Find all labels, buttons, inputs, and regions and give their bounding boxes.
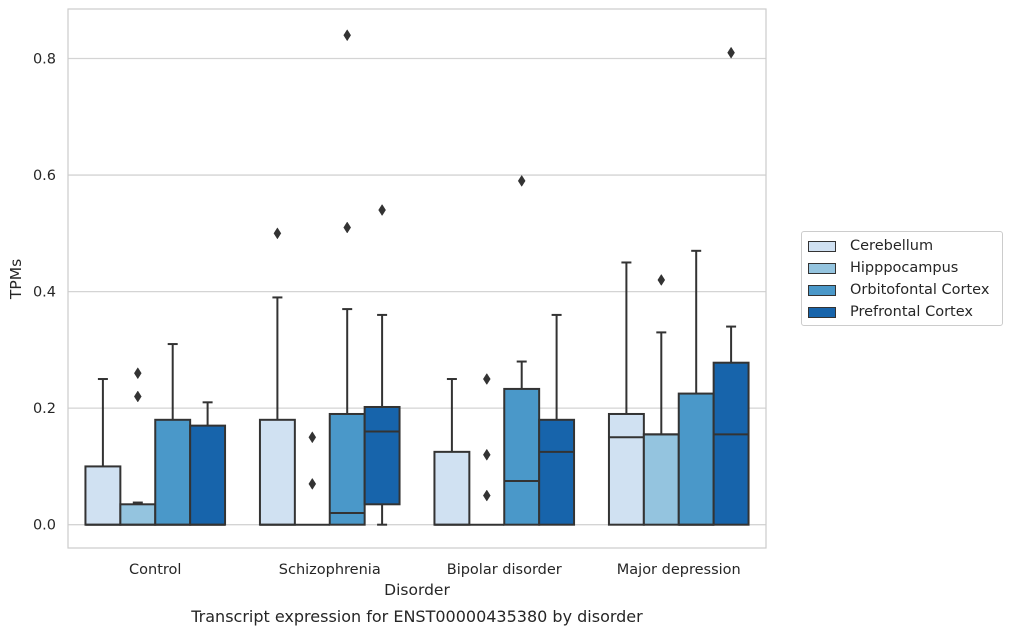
- box-orbitofontal-cortex-bipolar-disorder-outlier: [517, 174, 526, 187]
- y-tick-label: 0.0: [33, 518, 56, 534]
- box-cerebellum-control-body: [84, 465, 122, 526]
- box-hipppocampus-control-body: [119, 503, 157, 526]
- box-prefrontal-cortex-major-depression: [712, 46, 750, 526]
- x-axis-label: Disorder: [384, 581, 450, 599]
- legend-label-orbitofrontal: Orbitofontal Cortex: [850, 282, 990, 298]
- box-prefrontal-cortex-schizophrenia: [363, 204, 401, 526]
- plot-frame: [67, 8, 767, 549]
- box-cerebellum-schizophrenia-outlier: [273, 227, 282, 240]
- legend-item-cerebellum: Cerebellum: [808, 237, 933, 255]
- y-tick-label: 0.2: [33, 401, 56, 417]
- box-hipppocampus-major-depression-body: [642, 433, 680, 526]
- legend-label-prefrontal: Prefrontal Cortex: [850, 304, 973, 320]
- box-orbitofontal-cortex-major-depression: [677, 249, 715, 526]
- box-orbitofontal-cortex-major-depression-body: [677, 392, 715, 526]
- box-prefrontal-cortex-bipolar-disorder-body: [538, 418, 576, 526]
- y-tick-label: 0.4: [33, 285, 56, 301]
- x-tick-label: Schizophrenia: [279, 562, 381, 578]
- y-tick-label: 0.6: [33, 168, 56, 184]
- box-cerebellum-schizophrenia-body: [258, 418, 296, 526]
- x-tick-label: Major depression: [617, 562, 741, 578]
- box-prefrontal-cortex-bipolar-disorder: [538, 313, 576, 526]
- legend-swatch-hippocampus: [808, 262, 836, 274]
- chart-caption: Transcript expression for ENST0000043538…: [190, 607, 643, 626]
- box-prefrontal-cortex-major-depression-outlier: [727, 46, 735, 59]
- legend-swatch-cerebellum: [808, 240, 836, 252]
- box-prefrontal-cortex-control: [189, 401, 227, 526]
- legend-swatch-orbitofrontal: [808, 284, 836, 296]
- box-hipppocampus-control-outlier: [134, 390, 142, 403]
- box-orbitofontal-cortex-bipolar-disorder: [503, 174, 541, 526]
- box-orbitofontal-cortex-schizophrenia-outlier: [343, 221, 351, 234]
- box-orbitofontal-cortex-control-body: [154, 418, 192, 526]
- box-orbitofontal-cortex-control: [154, 343, 192, 526]
- box-cerebellum-major-depression-body: [607, 412, 645, 526]
- x-tick-label: Bipolar disorder: [447, 562, 562, 578]
- x-tick-labels: Control Schizophrenia Bipolar disorder Majo…: [129, 562, 741, 578]
- box-prefrontal-cortex-control-body: [189, 424, 227, 526]
- box-orbitofontal-cortex-schizophrenia-outlier: [343, 29, 351, 42]
- y-tick-labels: 0.0 0.2 0.4 0.6 0.8: [33, 52, 56, 534]
- legend: Cerebellum Hipppocampus Orbitofontal Cor…: [801, 231, 1003, 326]
- box-cerebellum-control: [84, 378, 122, 526]
- box-prefrontal-cortex-major-depression-body: [712, 361, 750, 526]
- y-axis-label: TPMs: [7, 259, 25, 300]
- box-hipppocampus-schizophrenia: [294, 431, 330, 526]
- box-series: [84, 29, 750, 526]
- box-hipppocampus-bipolar-disorder: [469, 373, 505, 526]
- box-hipppocampus-major-depression: [642, 273, 680, 526]
- box-cerebellum-major-depression: [607, 261, 645, 526]
- x-tick-label: Control: [129, 562, 181, 578]
- legend-item-hippocampus: Hipppocampus: [808, 259, 958, 277]
- legend-label-hippocampus: Hipppocampus: [850, 260, 959, 276]
- box-hipppocampus-schizophrenia-outlier: [308, 431, 317, 444]
- box-hipppocampus-major-depression-outlier: [657, 273, 666, 286]
- legend-label-cerebellum: Cerebellum: [850, 238, 934, 254]
- box-cerebellum-bipolar-disorder: [433, 378, 471, 526]
- box-hipppocampus-schizophrenia-outlier: [308, 477, 317, 490]
- box-orbitofontal-cortex-schizophrenia: [328, 29, 366, 526]
- y-tick-label: 0.8: [33, 52, 56, 68]
- legend-item-prefrontal: Prefrontal Cortex: [808, 303, 973, 321]
- box-hipppocampus-control-outlier: [134, 367, 142, 380]
- box-prefrontal-cortex-schizophrenia-outlier: [378, 204, 386, 216]
- legend-item-orbitofrontal: Orbitofontal Cortex: [808, 281, 989, 299]
- box-orbitofontal-cortex-schizophrenia-body: [328, 412, 366, 526]
- box-hipppocampus-bipolar-disorder-outlier: [483, 373, 491, 385]
- box-hipppocampus-control: [119, 367, 157, 526]
- box-cerebellum-schizophrenia: [258, 227, 296, 526]
- box-hipppocampus-bipolar-disorder-outlier: [483, 448, 491, 461]
- legend-swatch-prefrontal: [808, 306, 836, 318]
- box-cerebellum-bipolar-disorder-body: [433, 450, 471, 526]
- box-prefrontal-cortex-schizophrenia-body: [363, 405, 401, 506]
- box-orbitofontal-cortex-bipolar-disorder-body: [503, 387, 541, 526]
- box-hipppocampus-bipolar-disorder-outlier: [483, 489, 491, 502]
